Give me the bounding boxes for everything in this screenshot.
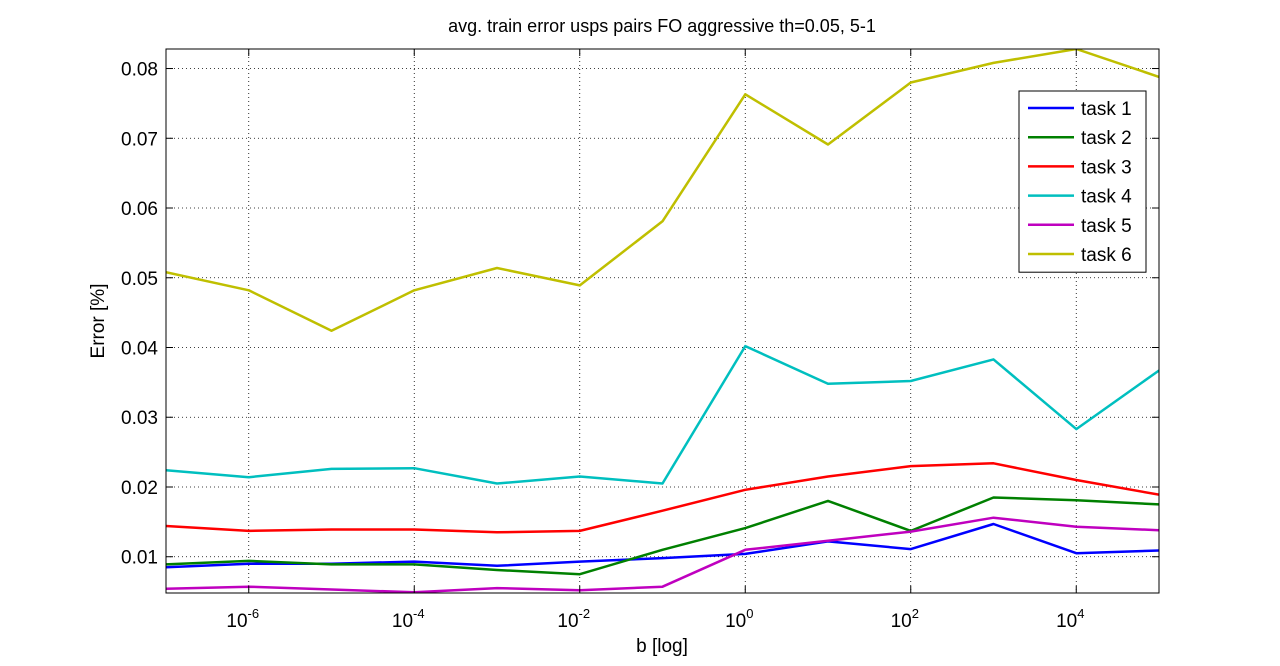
y-tick-label: 0.03 — [121, 408, 158, 429]
series-line — [166, 49, 1159, 333]
x-tick-labels: 10-6 10-4 10-2 100 102 104 — [226, 606, 1084, 632]
x-tick-base: 10 — [891, 611, 912, 632]
legend-label: task 3 — [1081, 157, 1132, 178]
x-tick-label: 102 — [891, 606, 919, 632]
legend-label: task 6 — [1081, 245, 1132, 266]
legend-label: task 4 — [1081, 187, 1132, 208]
axes-frame — [165, 48, 1160, 594]
x-tick-base: 10 — [226, 611, 247, 632]
y-tick-label: 0.05 — [121, 269, 158, 290]
x-tick-label: 10-4 — [392, 606, 425, 632]
x-tick-label: 10-6 — [226, 606, 259, 632]
series-lines — [166, 49, 1159, 593]
x-tick-exponent: 4 — [1077, 606, 1084, 621]
y-tick-labels: 0.01 0.02 0.03 0.04 0.05 0.06 0.07 0.08 — [121, 60, 158, 569]
series-line — [166, 462, 1159, 534]
y-tick-label: 0.04 — [121, 339, 158, 360]
x-tick-base: 10 — [1056, 611, 1077, 632]
series-line — [166, 496, 1159, 576]
y-tick-label: 0.08 — [121, 60, 158, 81]
series-line — [166, 516, 1159, 593]
y-axis-label: Error [%] — [88, 284, 109, 359]
x-tick-exponent: -6 — [248, 606, 260, 621]
x-tick-base: 10 — [725, 611, 746, 632]
x-tick-base: 10 — [557, 611, 578, 632]
axes-background — [166, 49, 1159, 593]
legend-label: task 1 — [1081, 99, 1132, 120]
legend-label: task 5 — [1081, 216, 1132, 237]
grid — [166, 49, 1159, 593]
series-line — [166, 344, 1159, 485]
ticks — [166, 49, 1159, 593]
chart-title: avg. train error usps pairs FO aggressiv… — [448, 16, 876, 36]
y-tick-label: 0.01 — [121, 548, 158, 569]
x-tick-base: 10 — [392, 611, 413, 632]
legend-box — [1018, 90, 1147, 273]
legend: task 1 task 2 task 3 task 4 task 5 task 6 — [1018, 90, 1147, 273]
y-tick-label: 0.07 — [121, 129, 158, 150]
legend-label: task 2 — [1081, 128, 1132, 149]
x-tick-exponent: -4 — [413, 606, 425, 621]
x-tick-label: 100 — [725, 606, 753, 632]
x-axis-label: b [log] — [636, 636, 688, 657]
x-tick-exponent: -2 — [579, 606, 591, 621]
y-tick-label: 0.02 — [121, 478, 158, 499]
y-tick-label: 0.06 — [121, 199, 158, 220]
x-tick-label: 10-2 — [557, 606, 590, 632]
x-tick-label: 104 — [1056, 606, 1084, 632]
x-tick-exponent: 2 — [912, 606, 919, 621]
x-tick-exponent: 0 — [746, 606, 753, 621]
